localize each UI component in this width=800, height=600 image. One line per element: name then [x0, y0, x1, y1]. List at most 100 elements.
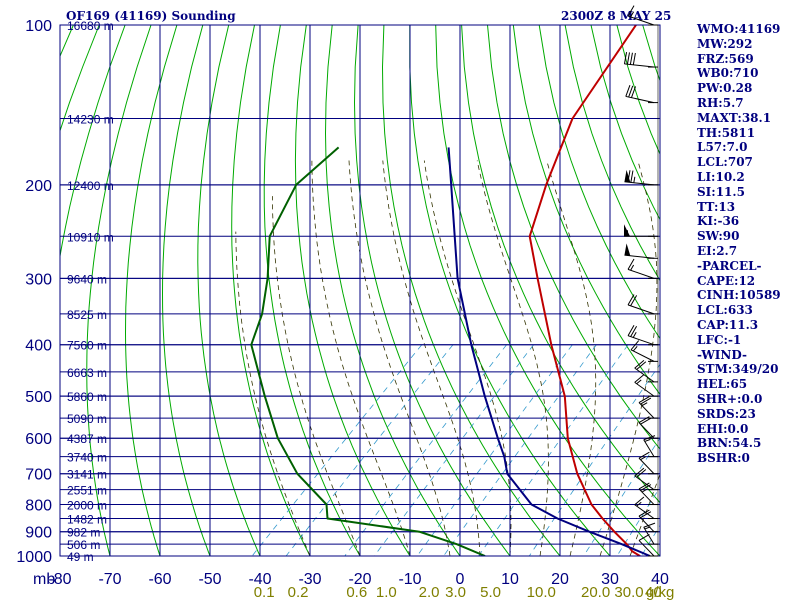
temperature-tick-label: -20	[348, 571, 371, 588]
wind-barb-half	[633, 176, 636, 183]
wind-barb	[638, 451, 658, 475]
index-line: WB0:710	[697, 66, 759, 81]
wind-barb-flag	[643, 435, 656, 441]
index-line: LCL:633	[697, 303, 753, 318]
wind-barb-half	[644, 526, 651, 530]
index-line: SRDS:23	[697, 406, 756, 421]
index-line: SHR+:0.0	[697, 391, 763, 406]
wind-barb-staff	[638, 515, 655, 533]
wind-barb-staff	[627, 304, 655, 315]
index-line: MW:292	[697, 36, 753, 51]
height-label: 7560 m	[67, 339, 107, 353]
wind-barb-flag	[634, 496, 645, 506]
wind-barb-staff	[624, 63, 655, 68]
wind-barb-flag	[638, 416, 650, 424]
plot-border	[59, 24, 661, 557]
pressure-tick-label: 300	[25, 271, 52, 288]
index-line: WMO:41169	[697, 22, 781, 36]
height-label: 9640 m	[67, 272, 107, 286]
wind-barb	[624, 169, 658, 186]
index-line: TT:13	[697, 199, 736, 214]
mixing-ratio-line	[251, 344, 423, 556]
index-line: SW:90	[697, 229, 740, 244]
chart-time: 2300Z 8 MAY 25	[561, 9, 672, 23]
pressure-tick-label: 600	[25, 431, 52, 448]
wind-barb-flag	[630, 295, 638, 307]
temperature-tick-label: -70	[98, 571, 121, 588]
index-line: KI:-36	[697, 214, 740, 229]
wind-barb	[627, 258, 658, 279]
index-line: TH:5811	[697, 125, 756, 140]
wind-barb-flag	[638, 509, 650, 517]
mixing-ratio-label: 1.0	[376, 584, 397, 600]
pressure-tick-label: 700	[25, 467, 52, 484]
index-line: BRN:54.5	[697, 436, 762, 451]
height-label: 8525 m	[67, 308, 107, 322]
wind-barb-half	[636, 379, 642, 385]
wind-barb	[627, 5, 658, 26]
index-line: PW:0.28	[697, 81, 753, 96]
moist-adiabat	[311, 160, 411, 556]
temperature-tick-label: 0	[456, 571, 465, 588]
wind-barb-half	[632, 346, 638, 352]
wind-barb	[634, 496, 658, 520]
pressure-tick-label: 100	[25, 18, 52, 35]
wind-barb-staff	[638, 457, 655, 475]
index-line: FRZ:569	[697, 51, 754, 66]
mixing-ratio-label: 0.2	[288, 584, 309, 600]
wind-barb	[624, 224, 658, 237]
wind-barb-flag	[630, 325, 638, 337]
dewpoint-line	[250, 146, 486, 556]
parcel-line	[447, 147, 651, 556]
wind-barb-staff	[634, 381, 655, 397]
wind-barb	[625, 84, 658, 104]
pressure-tick-label: 400	[25, 338, 52, 355]
mixing-ratio-label: 0.6	[346, 584, 367, 600]
wind-barb	[638, 416, 658, 439]
wind-barb-flag	[632, 52, 636, 65]
plot-area	[60, 25, 660, 556]
wind-barb	[638, 533, 658, 557]
chart-title: OF169 (41169) Sounding	[66, 9, 236, 23]
wind-barb	[623, 52, 658, 68]
wind-barb-flag	[623, 52, 628, 65]
wind-barb-flag	[625, 84, 631, 97]
index-line: STM:349/20	[697, 362, 779, 377]
temperature-tick-label: 10	[501, 571, 519, 588]
wind-barb-flag	[628, 85, 634, 98]
wind-barb-flag	[627, 258, 635, 270]
wind-barb	[634, 374, 658, 397]
wind-barb-staff	[627, 268, 655, 279]
wind-barb-staff	[638, 488, 655, 505]
temperature-tick-label: -10	[398, 571, 421, 588]
wind-barb-staff	[638, 422, 655, 439]
wind-barb-half	[641, 402, 648, 407]
mixing-ratio-label: 2.0	[419, 584, 440, 600]
pressure-tick-label: 900	[25, 525, 52, 542]
wind-barb-flag	[643, 522, 656, 528]
temperature-tick-label: -40	[248, 571, 271, 588]
wind-barb-flag	[638, 482, 650, 490]
index-line: RH:5.7	[697, 95, 744, 110]
wind-barb-half	[630, 11, 635, 18]
wind-barb-flag	[627, 294, 635, 306]
wind-barb-flag	[638, 451, 650, 459]
pressure-tick-label: 1000	[16, 549, 52, 566]
wind-barb-flag	[636, 469, 647, 478]
wind-barb-half	[630, 264, 635, 271]
index-line: CINH:10589	[697, 288, 781, 303]
wind-barb	[634, 467, 658, 491]
wind-barb-flag	[626, 52, 630, 65]
pressure-unit-label: mb	[33, 571, 55, 588]
wind-barb-flag	[640, 484, 652, 491]
dry-adiabat	[124, 25, 178, 556]
mixing-ratio-unit-label: g/kg	[646, 584, 674, 600]
temperature-tick-label: -80	[48, 571, 71, 588]
wind-barb-half	[640, 456, 646, 461]
wind-barb-staff	[625, 95, 655, 104]
index-line: CAPE:12	[697, 273, 756, 288]
wind-barb-flag	[627, 5, 635, 17]
index-line: EHI:0.0	[697, 421, 749, 436]
index-line: L57:7.0	[697, 140, 748, 155]
wind-barb-staff	[634, 475, 655, 491]
